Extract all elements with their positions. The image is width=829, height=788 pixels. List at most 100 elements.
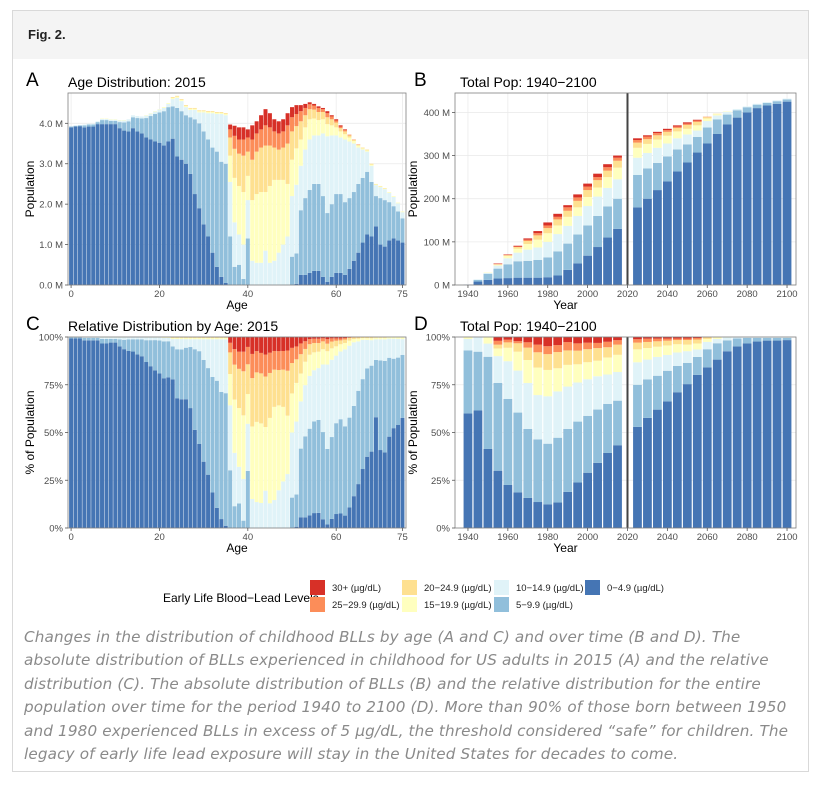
bar-segment-25-29.9 [533,233,543,236]
bar-segment-5-9.9 [144,118,149,138]
bar-segment-0-4.9 [553,275,563,285]
bar-segment-10-14.9 [593,376,602,410]
bar-segment-0-4.9 [391,428,396,528]
bar-segment-10-14.9 [285,236,290,285]
bar-segment-5-9.9 [563,243,573,270]
bar-54 [307,102,312,285]
bar-segment-0-4.9 [513,277,523,285]
bar-segment-10-14.9 [316,368,321,420]
bar-segment-15-19.9 [338,344,343,352]
bar-11 [117,120,122,285]
bar-segment-10-14.9 [653,356,662,376]
bar-segment-0-4.9 [351,260,356,285]
bar-segment-5-9.9 [603,403,612,453]
bar-segment-0-4.9 [325,281,330,285]
bar-segment-15-19.9 [712,337,722,339]
bar-segment-20-24.9 [356,337,361,339]
bar-segment-0-4.9 [543,504,553,528]
bar-segment-25-29.9 [633,339,642,343]
bar-segment-20-24.9 [210,337,215,338]
bar-segment-5-9.9 [493,268,503,279]
bar-segment-0-4.9 [772,103,782,285]
bar-segment-20-24.9 [702,337,712,339]
bar-segment-0-4.9 [543,277,553,285]
bar-2055 [692,119,702,285]
bar-segment-0-4.9 [139,356,144,528]
bar-segment-10-14.9 [183,107,188,116]
bar-segment-5-9.9 [662,156,672,182]
bar-segment-0-4.9 [334,272,339,285]
bar-segment-10-14.9 [382,339,387,361]
bar-segment-5-9.9 [214,151,219,267]
bar-segment-10-14.9 [135,116,140,119]
bar-segment-0-4.9 [722,351,732,528]
bar-segment-25-29.9 [682,123,692,125]
x-tick-label: 2040 [657,289,678,300]
bar-segment-10-14.9 [126,337,131,340]
y-tick-label: 0.0 M [39,281,63,292]
bar-segment-5-9.9 [232,266,237,285]
bar-segment-0-4.9 [210,492,215,528]
bar-segment-15-19.9 [237,408,241,467]
bar-segment-0-4.9 [762,105,772,285]
bar-segment-5-9.9 [463,350,473,414]
bar-segment-5-9.9 [351,405,356,497]
bar-segment-15-19.9 [245,394,250,424]
bar-segment-0-4.9 [338,272,343,285]
bar-segment-5-9.9 [69,126,74,128]
bar-segment-15-19.9 [672,344,682,353]
bar-segment-10-14.9 [752,337,762,338]
bar-2095 [772,100,782,285]
bar-segment-30plus [228,124,233,130]
bar-segment-20-24.9 [343,339,348,343]
x-tick-label: 1940 [457,289,478,300]
bar-segment-5-9.9 [298,448,303,518]
bar-segment-5-9.9 [583,225,592,256]
bar-segment-10-14.9 [387,192,392,203]
legend-swatch [494,597,509,612]
bar-segment-15-19.9 [613,167,622,180]
bar-51 [294,105,299,285]
bar-2085 [752,103,762,285]
bar-segment-10-14.9 [113,119,118,121]
bar-62 [343,337,348,528]
bar-segment-30plus [263,109,268,126]
bar-segment-20-24.9 [228,137,233,156]
bar-segment-30plus [583,183,592,187]
bar-segment-10-14.9 [206,113,211,140]
bar-segment-5-9.9 [77,337,82,339]
bar-segment-25-29.9 [329,338,334,342]
bar-segment-25-29.9 [250,139,255,160]
bar-segment-10-14.9 [396,338,401,358]
bar-segment-0-4.9 [113,342,118,528]
bar-segment-30plus [307,102,312,105]
bar-1955 [493,263,503,285]
bar-segment-15-19.9 [391,196,396,197]
bar-segment-0-4.9 [77,126,82,285]
bar-segment-10-14.9 [161,337,166,342]
bar-segment-20-24.9 [197,337,202,338]
bar-segment-10-14.9 [633,362,642,385]
bar-segment-20-24.9 [347,135,352,138]
bar-segment-5-9.9 [298,210,303,275]
bar-segment-30plus [250,337,255,354]
bar-segment-10-14.9 [573,382,583,422]
bar-segment-0-4.9 [95,340,100,528]
bar-segment-30plus [281,337,286,351]
bar-segment-30plus [603,164,612,168]
bar-2060 [702,337,712,528]
bar-segment-15-19.9 [276,405,281,491]
bar-18 [148,113,153,285]
y-tick-label: 75% [431,380,451,391]
bar-58 [325,111,330,285]
bar-segment-10-14.9 [250,498,255,528]
bar-segment-10-14.9 [139,116,144,119]
bar-segment-30plus [272,119,277,132]
bar-segment-20-24.9 [179,337,184,338]
bar-segment-20-24.9 [329,119,334,126]
bar-segment-20-24.9 [316,343,321,352]
bar-segment-5-9.9 [369,181,374,237]
bar-segment-10-14.9 [117,337,122,340]
bar-25 [179,99,184,285]
bar-segment-5-9.9 [130,117,135,129]
